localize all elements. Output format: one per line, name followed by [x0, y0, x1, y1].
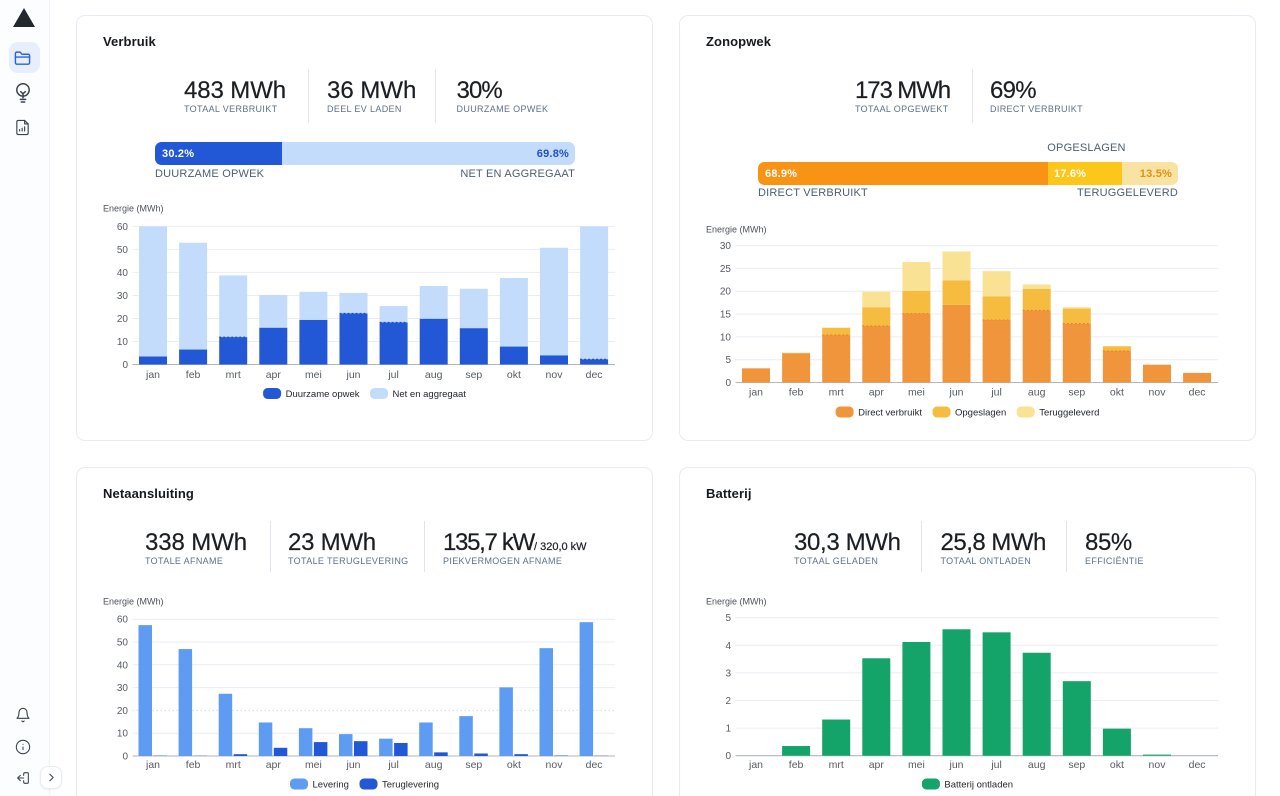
svg-text:Energie (MWh): Energie (MWh): [103, 204, 164, 214]
svg-text:25: 25: [720, 264, 732, 275]
svg-text:nov: nov: [1149, 387, 1167, 399]
svg-text:Net en aggregaat: Net en aggregaat: [393, 389, 467, 400]
svg-text:jan: jan: [748, 759, 763, 771]
svg-text:feb: feb: [186, 759, 201, 771]
svg-text:okt: okt: [1110, 387, 1124, 399]
svg-text:10: 10: [117, 729, 129, 740]
svg-text:2: 2: [725, 696, 731, 707]
svg-text:0: 0: [122, 752, 128, 763]
svg-text:dec: dec: [586, 759, 603, 771]
svg-text:Energie (MWh): Energie (MWh): [706, 597, 767, 607]
svg-text:jul: jul: [990, 759, 1002, 771]
svg-text:dec: dec: [1189, 759, 1206, 771]
svg-text:sep: sep: [1068, 759, 1085, 771]
svg-text:nov: nov: [1149, 759, 1167, 771]
svg-text:aug: aug: [1028, 387, 1046, 399]
svg-text:okt: okt: [507, 369, 521, 381]
svg-text:Energie (MWh): Energie (MWh): [706, 225, 767, 235]
svg-text:mrt: mrt: [829, 387, 844, 399]
svg-text:apr: apr: [266, 759, 282, 771]
svg-text:mei: mei: [908, 387, 925, 399]
svg-text:10: 10: [117, 337, 129, 348]
svg-text:0: 0: [122, 360, 128, 371]
svg-text:Opgeslagen: Opgeslagen: [955, 408, 1006, 419]
svg-text:mei: mei: [908, 759, 925, 771]
svg-text:dec: dec: [586, 369, 603, 381]
svg-text:mrt: mrt: [829, 759, 844, 771]
svg-text:apr: apr: [869, 387, 885, 399]
svg-text:40: 40: [117, 660, 129, 671]
svg-text:Direct verbruikt: Direct verbruikt: [858, 408, 922, 419]
svg-text:jun: jun: [948, 759, 963, 771]
svg-text:jun: jun: [345, 759, 360, 771]
svg-text:20: 20: [720, 287, 732, 298]
svg-text:jun: jun: [345, 369, 360, 381]
svg-text:jan: jan: [748, 387, 763, 399]
svg-text:apr: apr: [266, 369, 282, 381]
svg-text:20: 20: [117, 314, 129, 325]
svg-text:4: 4: [725, 641, 731, 652]
svg-text:sep: sep: [1068, 387, 1085, 399]
svg-text:50: 50: [117, 638, 129, 649]
svg-text:mrt: mrt: [226, 369, 241, 381]
svg-text:nov: nov: [546, 759, 564, 771]
svg-text:mei: mei: [305, 759, 322, 771]
svg-text:dec: dec: [1189, 387, 1206, 399]
svg-text:jan: jan: [145, 369, 160, 381]
svg-text:15: 15: [720, 310, 732, 321]
svg-text:10: 10: [720, 332, 732, 343]
svg-text:30: 30: [117, 683, 129, 694]
svg-text:mrt: mrt: [226, 759, 241, 771]
svg-text:Teruggeleverd: Teruggeleverd: [1039, 408, 1099, 419]
svg-text:Batterij ontladen: Batterij ontladen: [944, 780, 1013, 791]
svg-text:aug: aug: [425, 759, 443, 771]
svg-text:5: 5: [725, 355, 731, 366]
svg-text:60: 60: [117, 222, 129, 233]
svg-text:60: 60: [117, 615, 129, 626]
svg-text:feb: feb: [789, 387, 804, 399]
svg-text:0: 0: [725, 751, 731, 762]
svg-text:jul: jul: [387, 369, 399, 381]
svg-text:feb: feb: [789, 759, 804, 771]
svg-text:Energie (MWh): Energie (MWh): [103, 597, 164, 607]
svg-text:okt: okt: [1110, 759, 1124, 771]
svg-text:sep: sep: [465, 759, 482, 771]
svg-text:jan: jan: [145, 759, 160, 771]
svg-text:30: 30: [117, 291, 129, 302]
svg-text:20: 20: [117, 706, 129, 717]
svg-text:nov: nov: [546, 369, 564, 381]
svg-text:50: 50: [117, 245, 129, 256]
svg-text:mei: mei: [305, 369, 322, 381]
svg-text:Duurzame opwek: Duurzame opwek: [286, 389, 360, 400]
svg-text:jul: jul: [387, 759, 399, 771]
svg-text:apr: apr: [869, 759, 885, 771]
svg-text:Levering: Levering: [313, 780, 349, 791]
svg-text:0: 0: [725, 378, 731, 389]
svg-text:1: 1: [725, 724, 731, 735]
svg-text:Teruglevering: Teruglevering: [382, 780, 439, 791]
svg-text:aug: aug: [1028, 759, 1046, 771]
svg-text:3: 3: [725, 668, 731, 679]
svg-text:40: 40: [117, 268, 129, 279]
svg-text:sep: sep: [465, 369, 482, 381]
svg-text:30: 30: [720, 241, 732, 252]
svg-text:5: 5: [725, 613, 731, 624]
svg-text:feb: feb: [186, 369, 201, 381]
svg-text:jul: jul: [990, 387, 1002, 399]
svg-text:okt: okt: [507, 759, 521, 771]
svg-text:aug: aug: [425, 369, 443, 381]
svg-text:jun: jun: [948, 387, 963, 399]
